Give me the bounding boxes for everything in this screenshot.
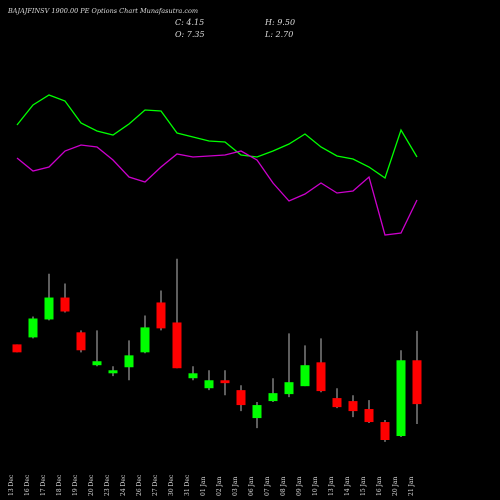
candle-body — [380, 422, 390, 440]
candle-body — [412, 360, 422, 405]
candle-body — [60, 297, 70, 312]
candle-body — [204, 380, 214, 389]
candle-body — [284, 382, 294, 395]
high-label: H: 9.50 — [264, 18, 295, 27]
candle-body — [316, 362, 326, 392]
candle-body — [124, 355, 134, 368]
x-tick-label: 27 Dec — [152, 474, 159, 496]
candle-body — [236, 390, 246, 406]
x-tick-label: 20 Jan — [392, 476, 399, 496]
candle-body — [44, 297, 54, 320]
candle-body — [252, 405, 262, 419]
x-tick-label: 15 Jan — [360, 476, 367, 496]
candle-body — [28, 318, 38, 338]
x-tick-label: 08 Jan — [280, 476, 287, 496]
x-tick-label: 21 Jan — [408, 476, 415, 496]
candle-body — [76, 332, 86, 351]
candle-body — [12, 344, 22, 353]
x-tick-label: 01 Jan — [200, 476, 207, 496]
x-tick-label: 06 Jan — [248, 476, 255, 496]
x-tick-label: 16 Dec — [24, 474, 31, 496]
x-tick-label: 18 Dec — [56, 474, 63, 496]
x-tick-label: 30 Dec — [168, 474, 175, 496]
candle-body — [140, 327, 150, 353]
x-tick-label: 02 Jan — [216, 476, 223, 496]
candle-body — [108, 370, 118, 374]
x-tick-label: 20 Dec — [88, 474, 95, 496]
candle-body — [348, 401, 358, 412]
indicator-line — [16, 94, 418, 180]
x-tick-label: 13 Jan — [328, 476, 335, 496]
candle-body — [396, 360, 406, 437]
candle-body — [172, 322, 182, 369]
candle-body — [364, 409, 374, 423]
x-tick-label: 19 Dec — [72, 474, 79, 496]
candle-body — [188, 373, 198, 379]
candle-body — [220, 380, 230, 384]
candle-body — [156, 302, 166, 329]
x-tick-label: 10 Jan — [312, 476, 319, 496]
x-tick-label: 23 Dec — [104, 474, 111, 496]
candle-body — [268, 393, 278, 402]
candle-body — [332, 398, 342, 408]
x-tick-label: 17 Dec — [40, 474, 47, 496]
x-tick-label: 03 Jan — [232, 476, 239, 496]
close-label: C: 4.15 — [175, 18, 204, 27]
candle-body — [92, 361, 102, 366]
x-tick-label: 14 Jan — [344, 476, 351, 496]
x-tick-label: 16 Jan — [376, 476, 383, 496]
x-tick-label: 13 Dec — [8, 474, 15, 496]
x-tick-label: 31 Dec — [184, 474, 191, 496]
chart-title: BAJAJFINSV 1900.00 PE Options Chart Muna… — [7, 7, 198, 15]
x-tick-label: 07 Jan — [264, 476, 271, 496]
candle-body — [300, 365, 310, 387]
low-label: L: 2.70 — [264, 30, 293, 39]
indicator-line — [16, 144, 418, 236]
x-tick-label: 26 Dec — [136, 474, 143, 496]
x-tick-label: 24 Dec — [120, 474, 127, 496]
open-label: O: 7.35 — [175, 30, 205, 39]
x-tick-label: 09 Jan — [296, 476, 303, 496]
